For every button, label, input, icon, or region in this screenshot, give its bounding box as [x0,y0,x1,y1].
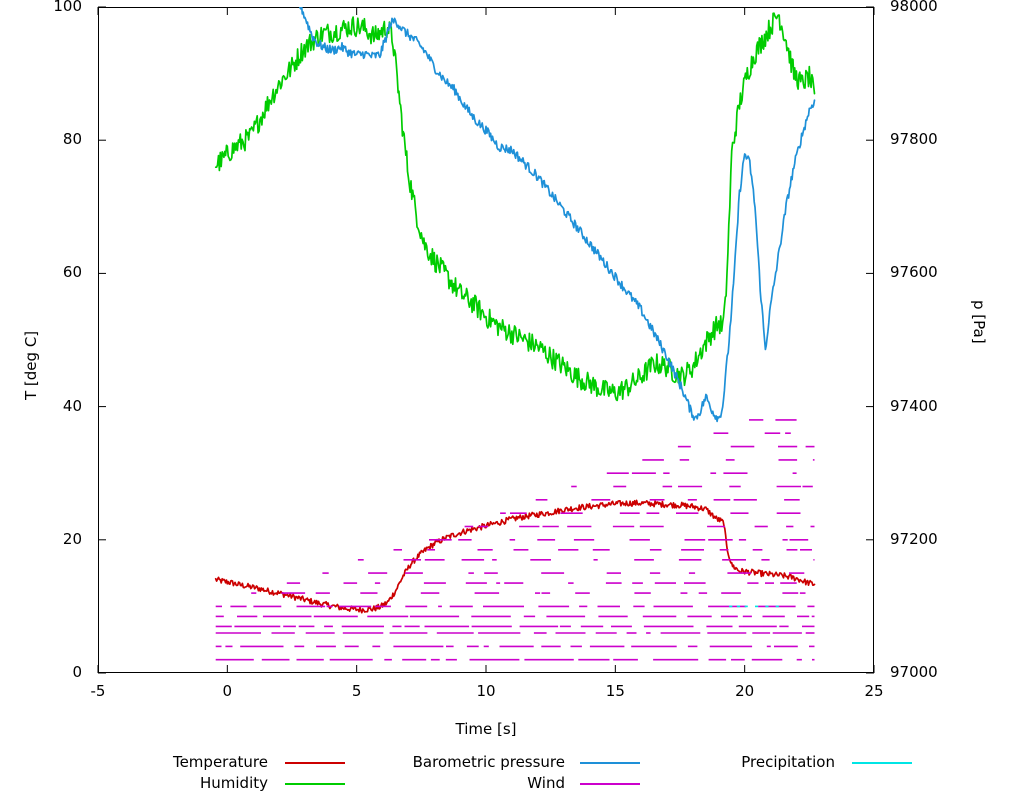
series-wind [215,419,815,661]
x-tick-label: 20 [735,682,755,700]
x-tick-label: 15 [605,682,625,700]
y-tick-label-left: 100 [53,0,82,15]
legend-label-wind[interactable]: Wind [527,774,565,792]
legend-swatch-barometric-pressure [580,762,640,764]
series-group [214,7,816,661]
y-tick-label-left: 80 [62,130,82,149]
legend-label-humidity[interactable]: Humidity [199,774,268,792]
x-tick-label: 25 [864,682,884,700]
y-tick-label-right: 97000 [890,663,938,681]
legend-label-precipitation[interactable]: Precipitation [741,753,835,771]
x-axis-title: Time [s] [455,720,517,738]
y-tick-label-right: 97200 [890,529,938,548]
series-barometric-pressure [298,7,816,423]
legend: Temperature Barometric pressure Precipitat… [0,748,1024,800]
y-tick-label-right: 97800 [890,130,938,149]
series-temperature [214,499,816,614]
legend-label-barometric-pressure[interactable]: Barometric pressure [412,753,565,771]
y-tick-label-left: 40 [62,396,82,415]
y-tick-label-right: 97600 [890,263,938,282]
legend-swatch-wind [580,783,640,785]
legend-swatch-temperature [285,762,345,764]
legend-swatch-precipitation [852,762,912,764]
y-tick-label-right: 97400 [890,396,938,415]
series-humidity [214,12,816,402]
y-tick-label-right: 98000 [890,0,938,15]
y-tick-label-left: 60 [62,263,82,282]
axis-tick-marks [97,6,875,674]
x-tick-label: -5 [90,682,106,700]
x-tick-label: 10 [476,682,496,700]
y-tick-label-left: 0 [72,663,82,681]
legend-label-temperature[interactable]: Temperature [172,753,268,771]
x-tick-label: 5 [351,682,362,700]
y-tick-label-left: 20 [62,529,82,548]
legend-swatch-humidity [285,783,345,785]
x-tick-label: 0 [222,682,233,700]
